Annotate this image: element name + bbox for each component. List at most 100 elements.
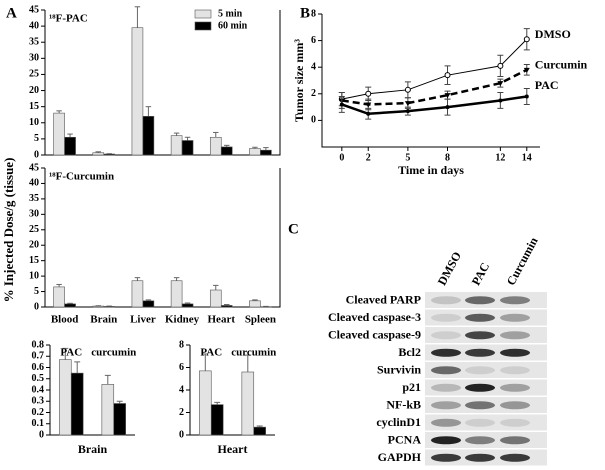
protein-label: PCNA xyxy=(388,433,422,447)
band xyxy=(465,418,495,427)
line xyxy=(341,68,528,106)
y-tick-label: 6 xyxy=(179,362,184,373)
y-tick-label: 15 xyxy=(29,101,39,112)
x-axis-label: Time in days xyxy=(398,163,464,177)
bar xyxy=(241,371,255,436)
protein-label: cyclinD1 xyxy=(376,415,421,429)
bar xyxy=(142,116,155,156)
band xyxy=(500,418,530,427)
y-tick-label: 35 xyxy=(29,37,39,48)
bar xyxy=(220,305,233,308)
y-tick-label: 2 xyxy=(311,88,316,99)
y-tick-label: 0.4 xyxy=(32,384,45,395)
y-tick-label: 20 xyxy=(29,240,39,251)
protein-label: Survivin xyxy=(377,363,421,377)
band xyxy=(500,296,530,305)
blot-strip xyxy=(425,362,547,378)
series-label: Curcumin xyxy=(535,58,588,72)
y-tick-label: 25 xyxy=(29,69,39,80)
sample-label: Curcumin xyxy=(504,235,541,288)
series-label: DMSO xyxy=(535,27,571,41)
y-tick-label: 45 xyxy=(29,4,39,15)
y-axis-label: % Injected Dose/g (tissue) xyxy=(1,158,16,303)
marker xyxy=(404,86,411,93)
protein-label: Cleaved PARP xyxy=(346,293,421,307)
x-tick-label: 5 xyxy=(405,152,410,163)
y-tick-label: 0.1 xyxy=(32,418,45,429)
bar xyxy=(253,426,266,436)
bar xyxy=(181,140,194,156)
band xyxy=(500,313,530,322)
bar xyxy=(103,153,116,156)
y-tick-label: 0.2 xyxy=(32,407,45,418)
x-tick-label: Kidney xyxy=(165,314,200,326)
band xyxy=(431,436,461,445)
marker xyxy=(524,94,529,99)
band xyxy=(500,401,530,410)
band xyxy=(465,436,495,445)
y-tick-label: 6 xyxy=(311,35,316,46)
bar xyxy=(92,152,105,156)
y-tick-label: 30 xyxy=(29,53,39,64)
x-tick-label: Brain xyxy=(90,314,117,326)
x-tick-label: Spleen xyxy=(245,314,276,326)
protein-label: Cleaved caspase-9 xyxy=(328,328,421,342)
legend-swatch xyxy=(194,21,212,31)
y-tick-label: 0 xyxy=(34,301,39,312)
band xyxy=(500,331,530,340)
x-axis-label: Heart xyxy=(218,442,248,456)
y-tick-label: 40 xyxy=(29,20,39,31)
band xyxy=(431,348,461,357)
y-tick-label: 5 xyxy=(34,133,39,144)
band xyxy=(465,331,495,340)
marker xyxy=(404,101,411,107)
y-tick-label: 30 xyxy=(29,209,39,220)
marker xyxy=(444,72,451,79)
band xyxy=(465,401,495,410)
bar xyxy=(199,370,212,436)
band xyxy=(431,366,461,375)
panel-label: A xyxy=(6,5,17,21)
bar xyxy=(64,303,76,308)
marker xyxy=(444,93,451,99)
sample-label: PAC xyxy=(469,260,493,288)
panel-label: C xyxy=(288,221,299,237)
y-tick-label: 0 xyxy=(311,115,316,126)
bar xyxy=(209,289,222,308)
y-tick-label: 0 xyxy=(34,149,39,160)
x-tick-label: Blood xyxy=(51,314,79,326)
axis xyxy=(44,168,281,308)
x-tick-label: 0 xyxy=(339,152,344,163)
band xyxy=(431,453,461,462)
chart-title: ¹⁸F-PAC xyxy=(49,13,88,25)
y-tick-label: 40 xyxy=(29,178,39,189)
protein-label: Cleaved caspase-3 xyxy=(328,310,421,324)
y-tick-label: 0.5 xyxy=(32,373,45,384)
y-tick-label: 8 xyxy=(179,339,184,350)
sample-label: DMSO xyxy=(435,249,464,287)
bar xyxy=(210,404,224,436)
band xyxy=(465,348,495,357)
protein-label: GAPDH xyxy=(378,450,422,464)
marker xyxy=(498,98,503,103)
marker xyxy=(445,105,450,110)
band xyxy=(431,313,461,322)
y-tick-label: 15 xyxy=(29,255,39,266)
series-label: PAC xyxy=(535,78,559,92)
x-tick-label: PAC xyxy=(200,347,222,359)
band xyxy=(465,296,495,305)
band xyxy=(431,401,461,410)
bar xyxy=(101,384,115,436)
band xyxy=(500,383,530,392)
y-tick-label: 0.8 xyxy=(32,339,45,350)
y-tick-label: 0.7 xyxy=(32,351,45,362)
line xyxy=(341,38,528,100)
bar xyxy=(59,359,72,436)
bar xyxy=(113,403,126,436)
y-tick-label: 45 xyxy=(29,162,39,173)
x-tick-label: PAC xyxy=(60,347,82,359)
x-tick-label: curcumin xyxy=(231,347,276,359)
protein-label: Bcl2 xyxy=(398,345,421,359)
marker xyxy=(365,90,372,97)
